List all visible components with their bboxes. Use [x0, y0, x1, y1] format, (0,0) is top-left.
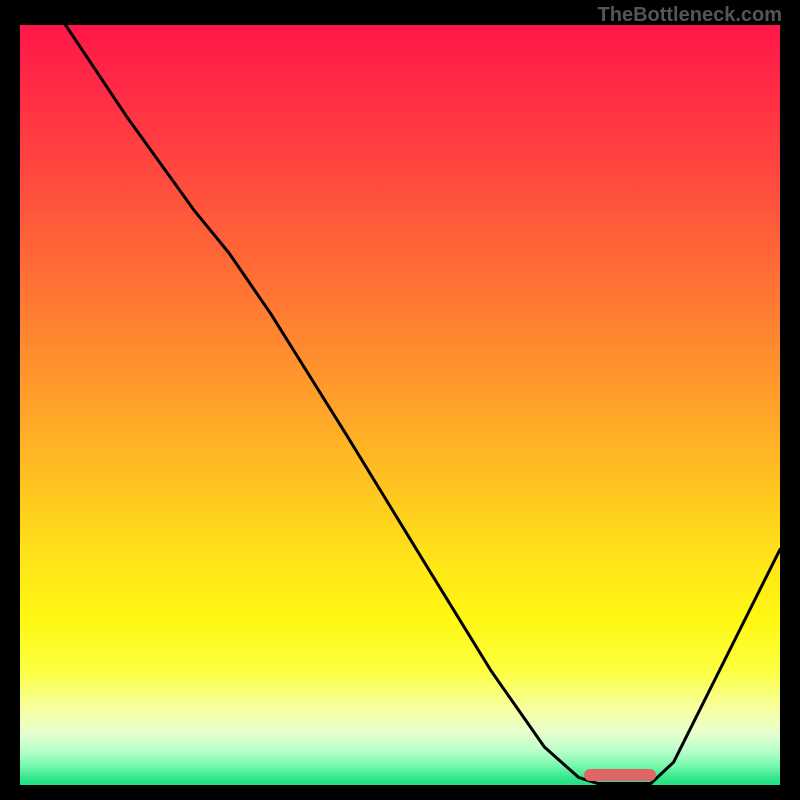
- watermark-text: TheBottleneck.com: [598, 4, 782, 27]
- bottleneck-curve: [66, 25, 780, 783]
- plot-area: [20, 25, 780, 785]
- curve-svg: [20, 25, 780, 785]
- optimal-marker: [584, 769, 656, 780]
